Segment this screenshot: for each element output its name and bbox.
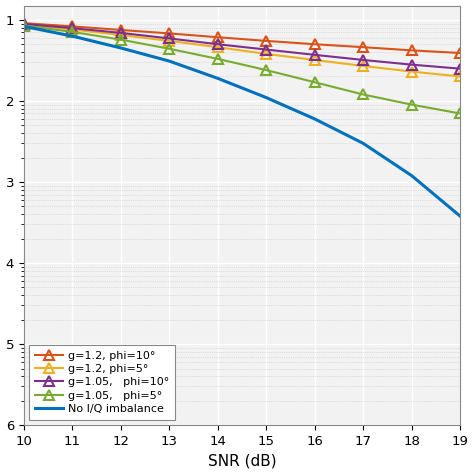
No I/Q imbalance <box>215 75 220 81</box>
g=1.05,   phi=5° <box>457 110 463 116</box>
g=1.05,   phi=5° <box>118 37 124 43</box>
Line: g=1.2, phi=10°: g=1.2, phi=10° <box>19 18 465 58</box>
g=1.2, phi=5° <box>215 45 220 50</box>
g=1.05,   phi=5° <box>263 67 269 73</box>
g=1.2, phi=10° <box>21 20 27 26</box>
g=1.05,   phi=10° <box>263 47 269 53</box>
g=1.2, phi=10° <box>312 41 318 47</box>
g=1.2, phi=5° <box>457 73 463 79</box>
g=1.05,   phi=5° <box>312 79 318 85</box>
g=1.2, phi=5° <box>360 63 366 69</box>
g=1.05,   phi=5° <box>21 23 27 28</box>
g=1.2, phi=5° <box>263 51 269 57</box>
g=1.2, phi=5° <box>409 69 414 74</box>
No I/Q imbalance <box>409 173 414 178</box>
g=1.2, phi=5° <box>21 22 27 27</box>
g=1.2, phi=10° <box>457 50 463 56</box>
No I/Q imbalance <box>69 33 75 39</box>
No I/Q imbalance <box>263 95 269 100</box>
g=1.2, phi=10° <box>166 30 172 36</box>
Line: g=1.05,   phi=10°: g=1.05, phi=10° <box>19 19 465 73</box>
g=1.2, phi=5° <box>118 32 124 38</box>
g=1.2, phi=10° <box>263 38 269 44</box>
No I/Q imbalance <box>166 58 172 64</box>
g=1.05,   phi=5° <box>409 102 414 108</box>
g=1.2, phi=10° <box>409 47 414 53</box>
g=1.2, phi=10° <box>118 27 124 33</box>
g=1.2, phi=5° <box>166 38 172 44</box>
No I/Q imbalance <box>118 45 124 51</box>
g=1.2, phi=10° <box>69 24 75 29</box>
g=1.05,   phi=10° <box>409 62 414 67</box>
g=1.05,   phi=5° <box>69 29 75 35</box>
g=1.05,   phi=5° <box>166 46 172 52</box>
No I/Q imbalance <box>457 213 463 219</box>
g=1.05,   phi=5° <box>215 56 220 62</box>
No I/Q imbalance <box>360 140 366 146</box>
Line: No I/Q imbalance: No I/Q imbalance <box>24 27 460 216</box>
g=1.05,   phi=10° <box>118 30 124 36</box>
No I/Q imbalance <box>312 116 318 122</box>
g=1.05,   phi=10° <box>360 57 366 63</box>
g=1.05,   phi=10° <box>457 66 463 72</box>
Legend: g=1.2, phi=10°, g=1.2, phi=5°, g=1.05,   phi=10°, g=1.05,   phi=5°, No I/Q imbal: g=1.2, phi=10°, g=1.2, phi=5°, g=1.05, p… <box>29 345 175 419</box>
g=1.05,   phi=10° <box>312 52 318 58</box>
No I/Q imbalance <box>21 24 27 29</box>
g=1.2, phi=10° <box>215 35 220 40</box>
X-axis label: SNR (dB): SNR (dB) <box>208 454 276 468</box>
Line: g=1.05,   phi=5°: g=1.05, phi=5° <box>19 21 465 118</box>
g=1.2, phi=10° <box>360 45 366 50</box>
g=1.05,   phi=10° <box>21 21 27 27</box>
g=1.2, phi=5° <box>69 27 75 32</box>
g=1.05,   phi=10° <box>215 41 220 47</box>
g=1.05,   phi=10° <box>69 25 75 31</box>
g=1.05,   phi=10° <box>166 36 172 41</box>
g=1.05,   phi=5° <box>360 91 366 97</box>
g=1.2, phi=5° <box>312 57 318 63</box>
Line: g=1.2, phi=5°: g=1.2, phi=5° <box>19 20 465 82</box>
